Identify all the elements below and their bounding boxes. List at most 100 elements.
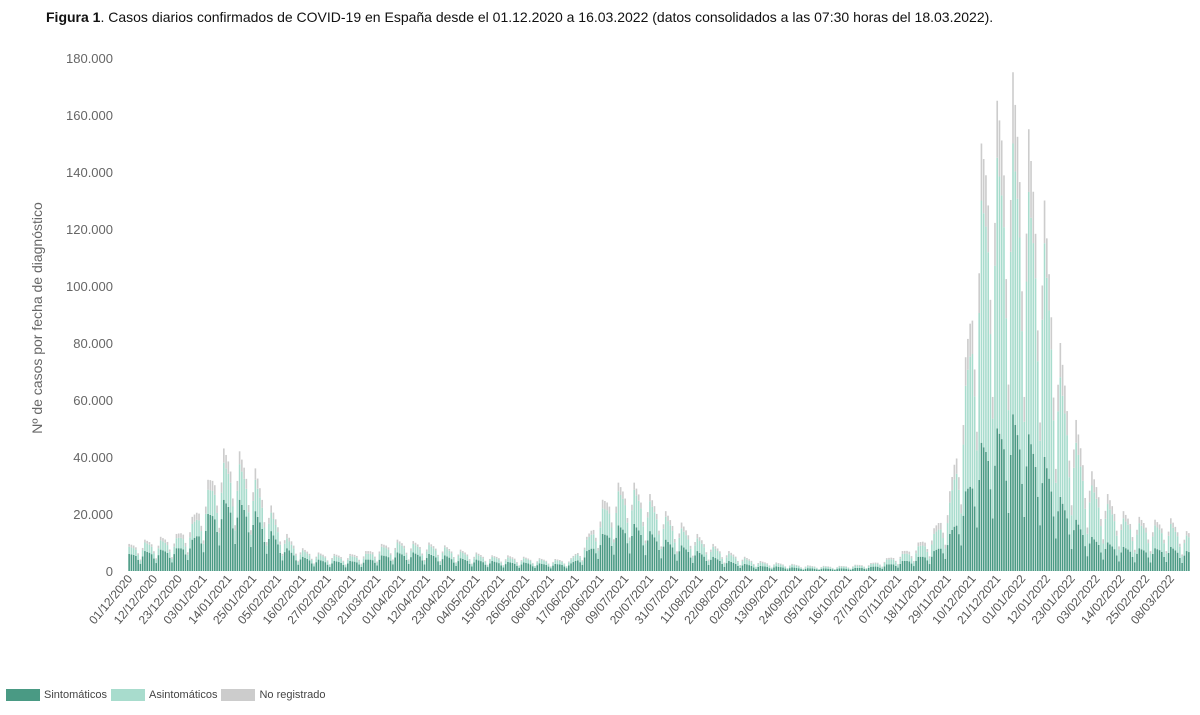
legend-label-sintomaticos: Sintomáticos xyxy=(44,689,107,701)
bar-sintomaticos xyxy=(696,551,699,571)
bar-asintomaticos xyxy=(604,509,606,535)
bar-asintomaticos xyxy=(338,557,340,563)
bar-asintomaticos xyxy=(894,562,897,566)
bar-sintomaticos xyxy=(558,564,561,571)
bar-sintomaticos xyxy=(1003,449,1005,571)
bar-sintomaticos xyxy=(671,547,674,571)
bar-asintomaticos xyxy=(1118,549,1120,562)
bar-asintomaticos xyxy=(333,555,336,562)
bar-asintomaticos xyxy=(953,479,956,527)
bar-no-registrado xyxy=(279,541,282,545)
bar-asintomaticos xyxy=(976,450,978,528)
bar-asintomaticos xyxy=(407,560,410,564)
bar-asintomaticos xyxy=(619,495,622,528)
bar-no-registrado xyxy=(383,544,385,548)
bar-sintomaticos xyxy=(583,557,586,571)
bar-asintomaticos xyxy=(225,468,227,504)
bar-asintomaticos xyxy=(917,546,920,557)
bar-sintomaticos xyxy=(297,564,300,571)
bar-no-registrado xyxy=(340,556,342,559)
bar-no-registrado xyxy=(146,540,148,544)
bar-asintomaticos xyxy=(477,555,480,561)
bar-sintomaticos xyxy=(315,562,318,571)
bar-sintomaticos xyxy=(955,525,958,571)
bar-sintomaticos xyxy=(139,563,142,571)
bar-sintomaticos xyxy=(1188,552,1190,571)
bar-asintomaticos xyxy=(843,566,845,569)
bar-no-registrado xyxy=(622,491,624,499)
bar-asintomaticos xyxy=(793,565,796,568)
bar-no-registrado xyxy=(940,522,942,530)
bar-sintomaticos xyxy=(940,548,942,571)
bar-sintomaticos xyxy=(604,534,606,571)
bar-asintomaticos xyxy=(195,519,198,537)
bar-sintomaticos xyxy=(692,562,694,571)
bar-sintomaticos xyxy=(669,544,672,571)
bar-sintomaticos xyxy=(441,559,444,571)
bar-sintomaticos xyxy=(570,563,572,571)
bar-asintomaticos xyxy=(1122,518,1125,547)
bar-sintomaticos xyxy=(788,568,791,571)
bar-sintomaticos xyxy=(777,566,780,571)
bar-no-registrado xyxy=(349,553,351,556)
bar-asintomaticos xyxy=(642,526,645,546)
bar-no-registrado xyxy=(640,502,642,509)
bar-no-registrado xyxy=(301,548,304,551)
bar-sintomaticos xyxy=(234,543,236,571)
bar-no-registrado xyxy=(1097,497,1100,508)
bar-no-registrado xyxy=(978,273,980,313)
bar-asintomaticos xyxy=(306,553,309,559)
bar-sintomaticos xyxy=(1140,549,1143,571)
bar-no-registrado xyxy=(241,459,243,472)
bar-asintomaticos xyxy=(912,562,915,567)
bar-asintomaticos xyxy=(241,471,243,505)
bar-asintomaticos xyxy=(991,418,994,519)
bar-no-registrado xyxy=(304,549,306,553)
bar-sintomaticos xyxy=(572,562,575,571)
bar-asintomaticos xyxy=(543,560,545,565)
bar-sintomaticos xyxy=(710,559,712,571)
bar-asintomaticos xyxy=(392,560,394,565)
bar-no-registrado xyxy=(389,553,392,555)
bar-sintomaticos xyxy=(1057,511,1059,571)
bar-no-registrado xyxy=(1120,524,1123,530)
bar-sintomaticos xyxy=(328,567,331,571)
bar-asintomaticos xyxy=(1070,515,1073,550)
bar-sintomaticos xyxy=(894,565,897,571)
bar-no-registrado xyxy=(223,448,225,463)
bar-asintomaticos xyxy=(1036,361,1039,497)
bar-asintomaticos xyxy=(482,558,484,563)
bar-asintomaticos xyxy=(1041,319,1044,484)
bar-no-registrado xyxy=(917,542,920,547)
bar-sintomaticos xyxy=(1066,518,1068,571)
bar-asintomaticos xyxy=(443,547,446,556)
bar-asintomaticos xyxy=(797,566,800,569)
bar-sintomaticos xyxy=(414,553,417,571)
bar-sintomaticos xyxy=(396,552,399,571)
bar-sintomaticos xyxy=(752,567,755,571)
bar-sintomaticos xyxy=(243,509,245,571)
bar-no-registrado xyxy=(162,538,164,542)
bar-no-registrado xyxy=(764,562,766,564)
bar-asintomaticos xyxy=(633,489,636,524)
bar-sintomaticos xyxy=(730,561,732,571)
bar-no-registrado xyxy=(1095,487,1098,499)
bar-no-registrado xyxy=(994,222,996,266)
bar-asintomaticos xyxy=(813,567,816,569)
bar-asintomaticos xyxy=(540,560,543,564)
bar-no-registrado xyxy=(556,559,559,561)
y-tick-label: 40.000 xyxy=(73,450,113,465)
bar-sintomaticos xyxy=(443,555,446,571)
bar-sintomaticos xyxy=(856,567,859,571)
bar-sintomaticos xyxy=(834,570,836,571)
bar-sintomaticos xyxy=(434,557,437,571)
bar-no-registrado xyxy=(879,564,881,566)
bar-sintomaticos xyxy=(863,568,865,571)
bar-sintomaticos xyxy=(606,535,608,571)
bar-no-registrado xyxy=(148,542,151,545)
bar-asintomaticos xyxy=(322,556,324,562)
bar-sintomaticos xyxy=(1048,478,1050,571)
bar-no-registrado xyxy=(277,527,279,533)
bar-asintomaticos xyxy=(734,558,737,564)
bar-no-registrado xyxy=(610,522,613,528)
